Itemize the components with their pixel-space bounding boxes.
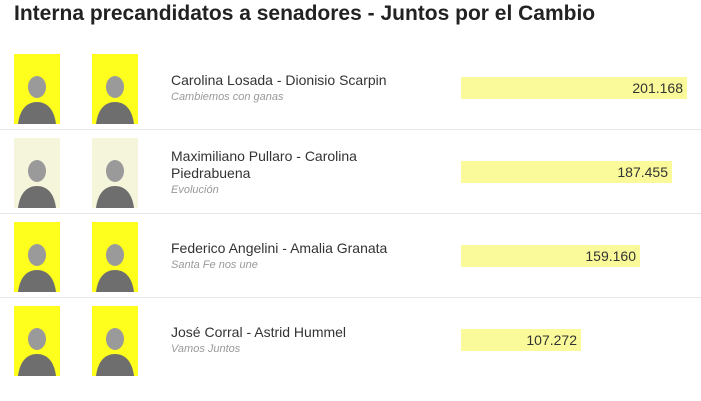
candidate-photo <box>14 222 60 292</box>
candidate-pair: Federico Angelini - Amalia Granata <box>171 240 388 256</box>
list-item: José Corral - Astrid Hummel Vamos Juntos… <box>0 298 701 382</box>
vote-bar: 159.160 <box>461 245 640 267</box>
candidate-pair: Maximiliano Pullaro - Carolina Piedrabue… <box>171 147 357 181</box>
candidate-names: José Corral - Astrid Hummel Vamos Juntos <box>171 298 401 382</box>
list-name: Evolución <box>171 183 219 196</box>
candidate-photo <box>92 306 138 376</box>
list-item: Federico Angelini - Amalia Granata Santa… <box>0 214 701 298</box>
list-name: Vamos Juntos <box>171 343 241 355</box>
page-title: Interna precandidatos a senadores - Junt… <box>14 2 596 25</box>
candidate-photo <box>92 222 138 292</box>
list-name: Cambiemos con ganas <box>171 91 284 103</box>
candidate-photo <box>92 138 138 208</box>
vote-count: 201.168 <box>632 80 683 96</box>
vote-bar: 201.168 <box>461 77 687 99</box>
candidate-pair: Carolina Losada - Dionisio Scarpin <box>171 72 387 88</box>
vote-count: 107.272 <box>526 332 577 348</box>
list-item: Maximiliano Pullaro - Carolina Piedrabue… <box>0 130 701 214</box>
candidate-names: Federico Angelini - Amalia Granata Santa… <box>171 214 401 298</box>
vote-bar-track: 107.272 <box>461 329 687 351</box>
candidate-photo <box>14 306 60 376</box>
candidate-names: Maximiliano Pullaro - Carolina Piedrabue… <box>171 130 401 214</box>
candidate-photo <box>14 54 60 124</box>
vote-count: 187.455 <box>617 164 668 180</box>
vote-bar: 107.272 <box>461 329 581 351</box>
candidate-photo <box>14 138 60 208</box>
candidate-photo <box>92 54 138 124</box>
candidate-names: Carolina Losada - Dionisio Scarpin Cambi… <box>171 46 401 130</box>
vote-bar-track: 187.455 <box>461 161 687 183</box>
vote-bar: 187.455 <box>461 161 672 183</box>
vote-bar-track: 159.160 <box>461 245 687 267</box>
list-item: Carolina Losada - Dionisio Scarpin Cambi… <box>0 46 701 130</box>
vote-count: 159.160 <box>585 248 636 264</box>
list-name: Santa Fe nos une <box>171 259 258 271</box>
vote-bar-track: 201.168 <box>461 77 687 99</box>
candidate-pair: José Corral - Astrid Hummel <box>171 324 347 340</box>
results-list: Carolina Losada - Dionisio Scarpin Cambi… <box>0 46 701 382</box>
